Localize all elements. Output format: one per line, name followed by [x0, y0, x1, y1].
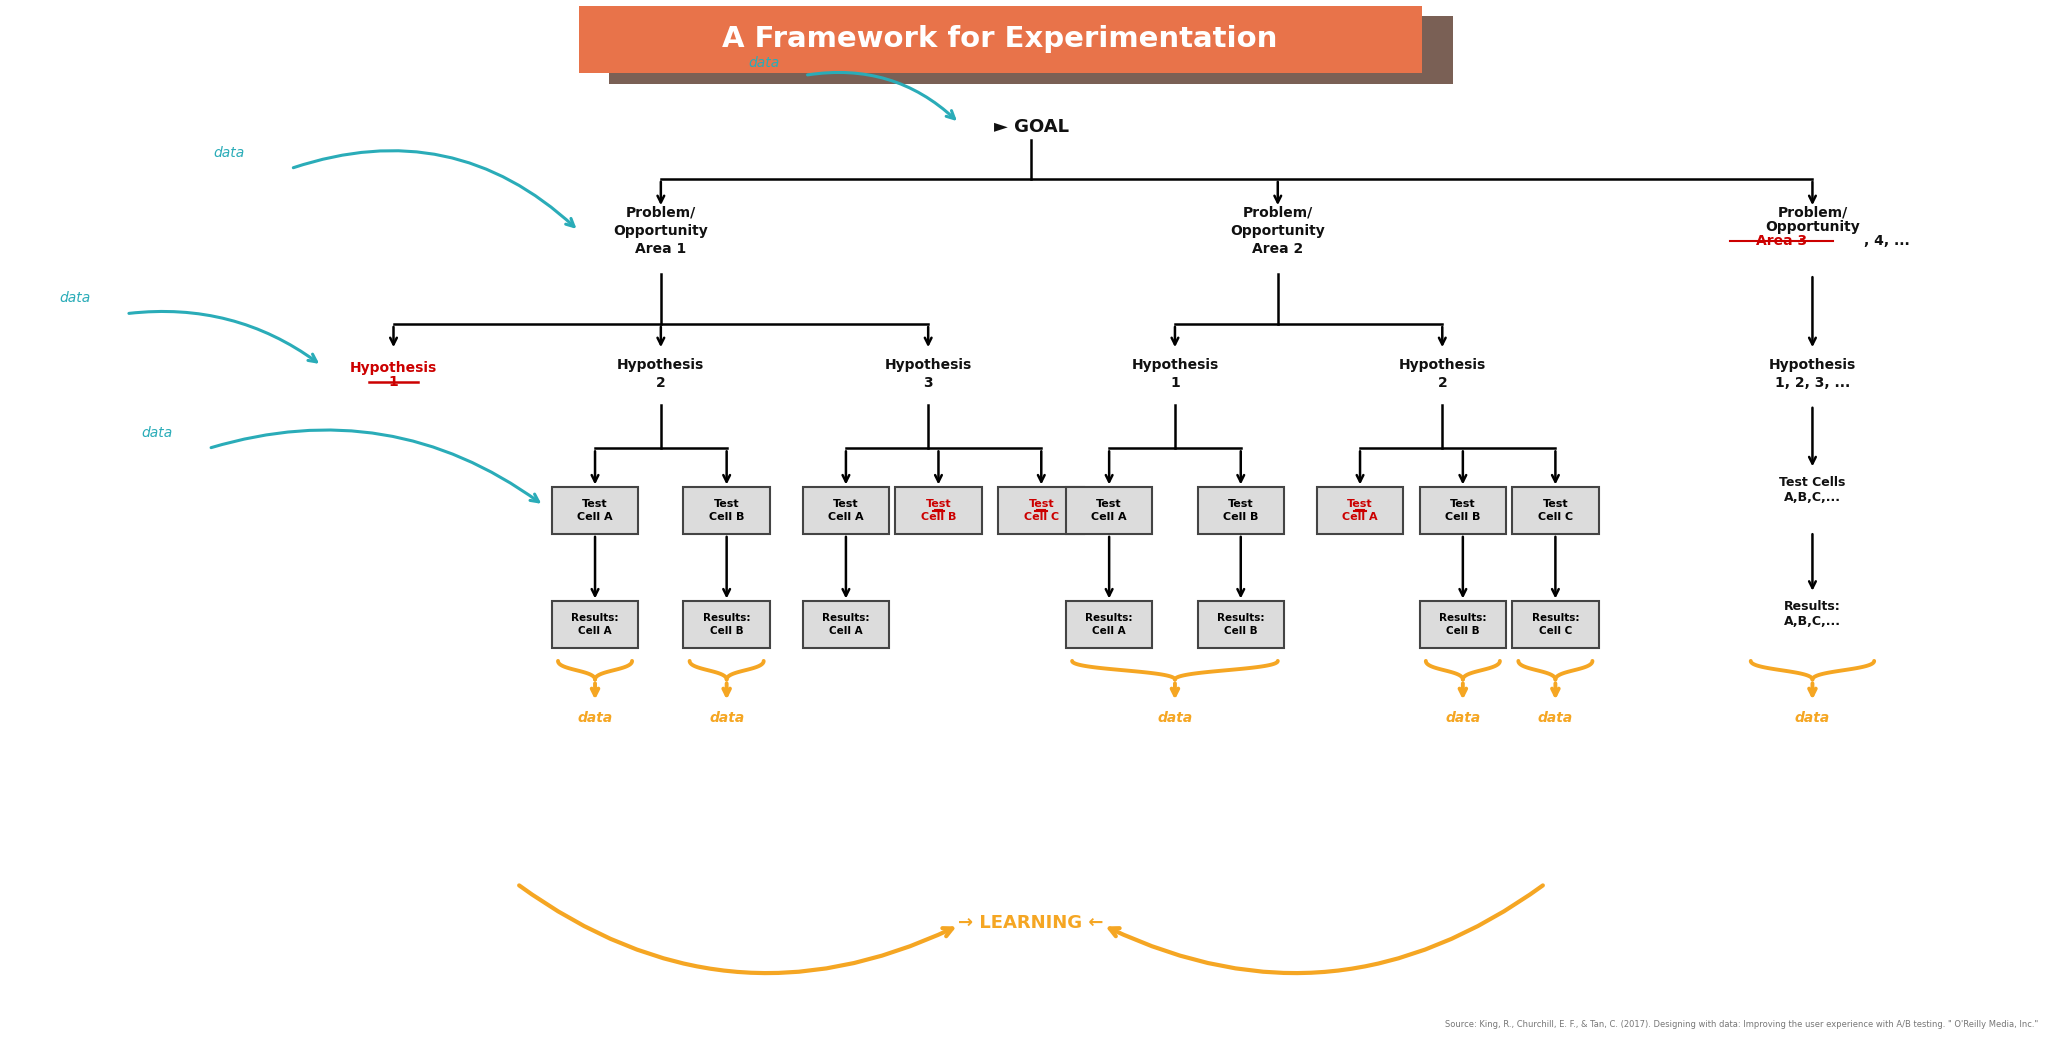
Text: A Framework for Experimentation: A Framework for Experimentation — [722, 25, 1278, 53]
FancyBboxPatch shape — [1511, 488, 1598, 534]
Text: Results:
A,B,C,...: Results: A,B,C,... — [1784, 600, 1841, 628]
Text: Test
Cell B: Test Cell B — [922, 499, 957, 522]
Text: data: data — [749, 56, 779, 70]
Text: Area 3: Area 3 — [1757, 234, 1806, 248]
Text: Test
Cell A: Test Cell A — [1342, 499, 1377, 522]
Text: Results:
Cell B: Results: Cell B — [1439, 613, 1487, 637]
FancyBboxPatch shape — [1511, 601, 1598, 648]
Text: data: data — [212, 146, 245, 160]
Text: 1: 1 — [388, 375, 398, 389]
Text: data: data — [1157, 711, 1192, 724]
FancyBboxPatch shape — [1318, 488, 1404, 534]
Text: Results:
Cell A: Results: Cell A — [823, 613, 870, 637]
Text: Problem/
Opportunity
Area 2: Problem/ Opportunity Area 2 — [1231, 205, 1326, 256]
Text: data: data — [1538, 711, 1573, 724]
FancyBboxPatch shape — [553, 601, 639, 648]
FancyBboxPatch shape — [579, 6, 1421, 73]
Text: Test Cells
A,B,C,...: Test Cells A,B,C,... — [1780, 476, 1845, 504]
Text: Results:
Cell C: Results: Cell C — [1532, 613, 1579, 637]
Text: Results:
Cell A: Results: Cell A — [1085, 613, 1132, 637]
Text: Test
Cell C: Test Cell C — [1538, 499, 1573, 522]
Text: data: data — [142, 426, 173, 440]
Text: Opportunity: Opportunity — [1765, 220, 1860, 233]
Text: Hypothesis
3: Hypothesis 3 — [885, 357, 971, 390]
Text: Results:
Cell A: Results: Cell A — [571, 613, 619, 637]
Text: Hypothesis
1: Hypothesis 1 — [1132, 357, 1219, 390]
Text: data: data — [60, 291, 91, 305]
Text: data: data — [577, 711, 612, 724]
Text: Source: King, R., Churchill, E. F., & Tan, C. (2017). Designing with data: Impro: Source: King, R., Churchill, E. F., & Ta… — [1445, 1020, 2039, 1028]
Text: Test
Cell A: Test Cell A — [829, 499, 864, 522]
Text: data: data — [1445, 711, 1481, 724]
Text: Test
Cell A: Test Cell A — [1091, 499, 1128, 522]
Text: ► GOAL: ► GOAL — [994, 118, 1068, 137]
Text: Results:
Cell B: Results: Cell B — [703, 613, 751, 637]
FancyBboxPatch shape — [1066, 488, 1153, 534]
FancyBboxPatch shape — [1198, 601, 1285, 648]
Text: Test
Cell A: Test Cell A — [577, 499, 612, 522]
FancyBboxPatch shape — [683, 601, 769, 648]
Text: Test
Cell C: Test Cell C — [1023, 499, 1060, 522]
FancyBboxPatch shape — [802, 488, 889, 534]
FancyBboxPatch shape — [1419, 601, 1505, 648]
FancyBboxPatch shape — [683, 488, 769, 534]
FancyBboxPatch shape — [553, 488, 639, 534]
Text: Results:
Cell B: Results: Cell B — [1217, 613, 1264, 637]
Text: Hypothesis
2: Hypothesis 2 — [617, 357, 705, 390]
Text: Hypothesis
2: Hypothesis 2 — [1398, 357, 1487, 390]
FancyBboxPatch shape — [1066, 601, 1153, 648]
Text: data: data — [1794, 711, 1831, 724]
Text: data: data — [709, 711, 744, 724]
Text: Test
Cell B: Test Cell B — [1445, 499, 1481, 522]
FancyBboxPatch shape — [802, 601, 889, 648]
Text: Hypothesis
1, 2, 3, ...: Hypothesis 1, 2, 3, ... — [1769, 357, 1856, 390]
FancyBboxPatch shape — [1198, 488, 1285, 534]
Text: , 4, ...: , 4, ... — [1864, 234, 1909, 248]
Text: Test
Cell B: Test Cell B — [1223, 499, 1258, 522]
FancyBboxPatch shape — [998, 488, 1085, 534]
Text: Problem/: Problem/ — [1777, 205, 1848, 219]
Text: Hypothesis: Hypothesis — [351, 361, 437, 375]
Text: Problem/
Opportunity
Area 1: Problem/ Opportunity Area 1 — [614, 205, 707, 256]
FancyBboxPatch shape — [1419, 488, 1505, 534]
Text: Test
Cell B: Test Cell B — [709, 499, 744, 522]
Text: → LEARNING ←: → LEARNING ← — [959, 914, 1103, 933]
FancyBboxPatch shape — [610, 17, 1452, 83]
FancyBboxPatch shape — [895, 488, 982, 534]
